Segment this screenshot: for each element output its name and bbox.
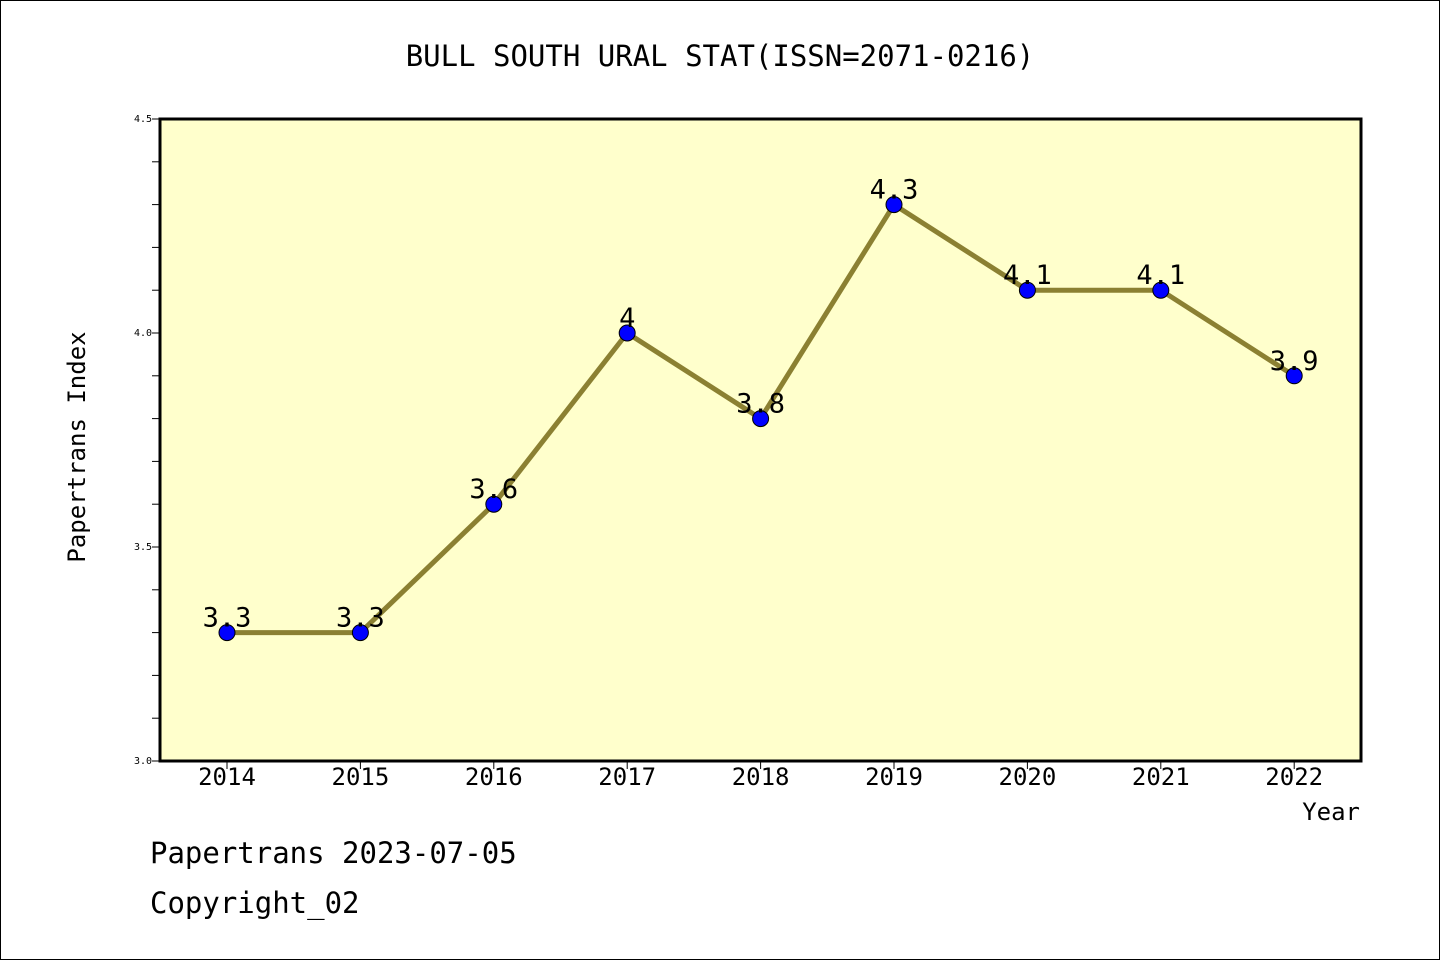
footer-generator-date: Papertrans 2023-07-05 <box>150 836 517 870</box>
chart-title: BULL SOUTH URAL STAT(ISSN=2071-0216) <box>406 39 1035 73</box>
data-labels: 3.3 3.3 3.6 4 3.8 4.3 4.1 4.1 3.9 <box>203 175 1319 634</box>
x-tick-label: 2016 <box>465 763 523 791</box>
plot-area <box>158 117 1363 763</box>
y-tick-label: 4.5 <box>134 114 152 125</box>
x-tick-label: 2019 <box>865 763 923 791</box>
data-point <box>1285 367 1303 385</box>
y-axis-ticks: 3.0 3.5 4.0 4.5 <box>134 114 160 767</box>
data-point <box>218 624 236 642</box>
data-label: 4 <box>619 303 635 334</box>
x-tick-label: 2020 <box>999 763 1057 791</box>
data-point <box>885 196 903 214</box>
x-tick-label: 2022 <box>1265 763 1323 791</box>
y-tick-label: 3.5 <box>134 542 152 553</box>
data-point <box>351 624 369 642</box>
data-label: 4.1 <box>1003 260 1052 291</box>
data-label: 3.9 <box>1270 346 1319 377</box>
data-label: 3.3 <box>336 603 385 634</box>
x-tick-label: 2015 <box>332 763 390 791</box>
x-axis-ticks: 2014 2015 2016 2017 2018 2019 2020 2021 2022 <box>198 761 1323 791</box>
data-label: 3.8 <box>736 389 785 420</box>
data-point <box>752 410 770 428</box>
data-point <box>485 495 503 513</box>
data-point <box>618 324 636 342</box>
data-point <box>1152 281 1170 299</box>
x-tick-label: 2021 <box>1132 763 1190 791</box>
data-label: 4.1 <box>1136 260 1185 291</box>
data-label: 3.3 <box>203 603 252 634</box>
footer-copyright: Copyright_02 <box>150 886 360 920</box>
data-label: 3.6 <box>469 474 518 505</box>
y-axis-label: Papertrans Index <box>63 331 91 562</box>
x-tick-label: 2014 <box>198 763 256 791</box>
y-tick-label: 4.0 <box>134 328 152 339</box>
data-point <box>1018 281 1036 299</box>
data-label: 4.3 <box>870 175 919 206</box>
y-tick-label: 3.0 <box>134 756 152 767</box>
x-axis-label: Year <box>1302 798 1360 826</box>
data-markers <box>218 196 1303 642</box>
x-tick-label: 2017 <box>598 763 656 791</box>
x-tick-label: 2018 <box>732 763 790 791</box>
